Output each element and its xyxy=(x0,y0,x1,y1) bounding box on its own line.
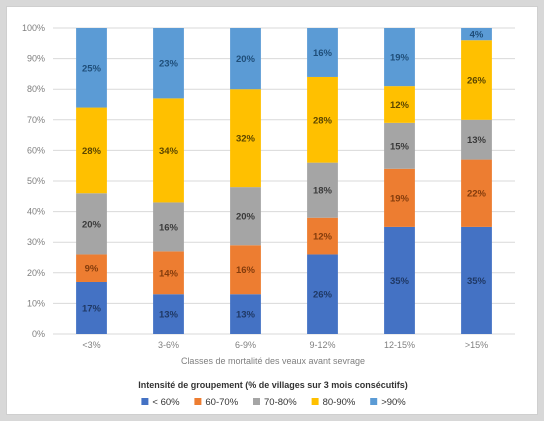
bar-segment xyxy=(153,202,184,252)
bar-segment xyxy=(461,226,492,334)
x-tick-label: <3% xyxy=(82,340,100,350)
y-tick-label: 0% xyxy=(32,329,45,339)
bar-segment xyxy=(307,76,338,163)
legend: < 60% 60-70% 70-80% 80-90% >90% xyxy=(141,397,406,408)
bar-segment xyxy=(307,254,338,334)
data-label: 14% xyxy=(159,268,179,279)
data-label: 23% xyxy=(159,59,179,70)
x-tick-label: >15% xyxy=(465,340,488,350)
bar-segment xyxy=(461,119,492,160)
bar-segment xyxy=(153,294,184,334)
bar-segment xyxy=(307,162,338,218)
legend-label: 60-70% xyxy=(205,397,238,408)
data-label: 13% xyxy=(159,310,179,321)
bar-segment xyxy=(384,28,415,87)
data-label: 16% xyxy=(236,265,256,276)
bar-segment xyxy=(76,254,107,282)
chart-frame: 0% 10% 20% 30% 40% 50% 60% 70% 80% 90% 100% 17% 9% 2… xyxy=(6,6,538,415)
data-label: 35% xyxy=(390,276,410,287)
y-tick-label: 20% xyxy=(27,268,45,278)
data-label: 16% xyxy=(313,48,333,59)
data-label: 12% xyxy=(390,100,410,111)
bar-segment xyxy=(230,294,261,334)
legend-swatch xyxy=(141,398,149,405)
legend-label: < 60% xyxy=(152,397,180,408)
data-label: 19% xyxy=(390,193,410,204)
data-label: 32% xyxy=(236,134,256,145)
data-label: 19% xyxy=(390,53,410,64)
bar-segment xyxy=(153,251,184,295)
bar-segment xyxy=(384,168,415,227)
data-label: 28% xyxy=(313,115,333,126)
data-label: 9% xyxy=(85,264,99,275)
bar-segment xyxy=(384,86,415,123)
legend-swatch xyxy=(253,398,260,405)
bars: 17% 9% 20% 28% 25% 13% 14% 16% 34% 23% 13% 16% 20% 32… xyxy=(76,28,492,334)
x-tick-label: 3-6% xyxy=(158,340,179,350)
data-label: 4% xyxy=(470,30,484,41)
y-axis-ticks: 0% 10% 20% 30% 40% 50% 60% 70% 80% 90% 100% xyxy=(22,23,45,339)
legend-label: 80-90% xyxy=(323,397,356,408)
bar-segment xyxy=(307,28,338,77)
data-label: 15% xyxy=(390,141,410,152)
bar-segment xyxy=(76,28,107,108)
data-label: 25% xyxy=(82,63,102,74)
bar-segment xyxy=(384,226,415,334)
bar-segment xyxy=(153,98,184,203)
data-label: 20% xyxy=(82,219,102,230)
bar-segment xyxy=(307,217,338,255)
legend-swatch xyxy=(311,398,319,405)
x-tick-label: 9-12% xyxy=(309,340,335,350)
data-label: 26% xyxy=(313,290,333,301)
bar-segment xyxy=(76,281,107,334)
bar-segment xyxy=(461,159,492,227)
data-label: 13% xyxy=(467,135,487,146)
data-label: 26% xyxy=(467,76,487,87)
bar-segment xyxy=(76,107,107,194)
data-label: 18% xyxy=(313,186,333,197)
x-tick-label: 12-15% xyxy=(384,340,415,350)
bar-segment xyxy=(461,40,492,120)
data-label: 28% xyxy=(82,146,102,157)
legend-label: 70-80% xyxy=(264,397,297,408)
y-tick-label: 90% xyxy=(27,54,45,64)
data-label: 22% xyxy=(467,189,487,200)
bar-segment xyxy=(384,122,415,169)
x-tick-label: 6-9% xyxy=(235,340,256,350)
stacked-bar-chart: 0% 10% 20% 30% 40% 50% 60% 70% 80% 90% 100% 17% 9% 2… xyxy=(22,23,515,408)
bar-segment xyxy=(230,245,261,295)
bar-segment xyxy=(461,28,492,41)
data-label: 17% xyxy=(82,303,102,314)
y-tick-label: 50% xyxy=(27,176,45,186)
legend-title: Intensité de groupement (% de villages s… xyxy=(138,380,408,390)
data-label: 12% xyxy=(313,232,333,243)
y-tick-label: 10% xyxy=(27,298,45,308)
legend-swatch xyxy=(370,398,378,405)
x-axis-title: Classes de mortalité des veaux avant sev… xyxy=(181,356,365,366)
data-label: 13% xyxy=(236,310,256,321)
data-label: 20% xyxy=(236,54,256,65)
legend-label: >90% xyxy=(381,397,406,408)
data-label: 35% xyxy=(467,276,487,287)
bar-segment xyxy=(230,28,261,90)
bar-segment xyxy=(230,89,261,188)
data-label: 20% xyxy=(236,212,256,223)
y-tick-label: 40% xyxy=(27,207,45,217)
data-label: 34% xyxy=(159,146,179,157)
y-tick-label: 80% xyxy=(27,84,45,94)
data-label: 16% xyxy=(159,222,179,233)
bar-segment xyxy=(76,193,107,255)
y-tick-label: 100% xyxy=(22,23,45,33)
y-tick-label: 70% xyxy=(27,115,45,125)
y-tick-label: 30% xyxy=(27,237,45,247)
bar-segment xyxy=(230,187,261,246)
legend-swatch xyxy=(194,398,202,405)
gridlines xyxy=(53,27,515,335)
x-axis-ticks: <3% 3-6% 6-9% 9-12% 12-15% >15% xyxy=(82,340,488,350)
y-tick-label: 60% xyxy=(27,145,45,155)
bar-segment xyxy=(153,28,184,99)
